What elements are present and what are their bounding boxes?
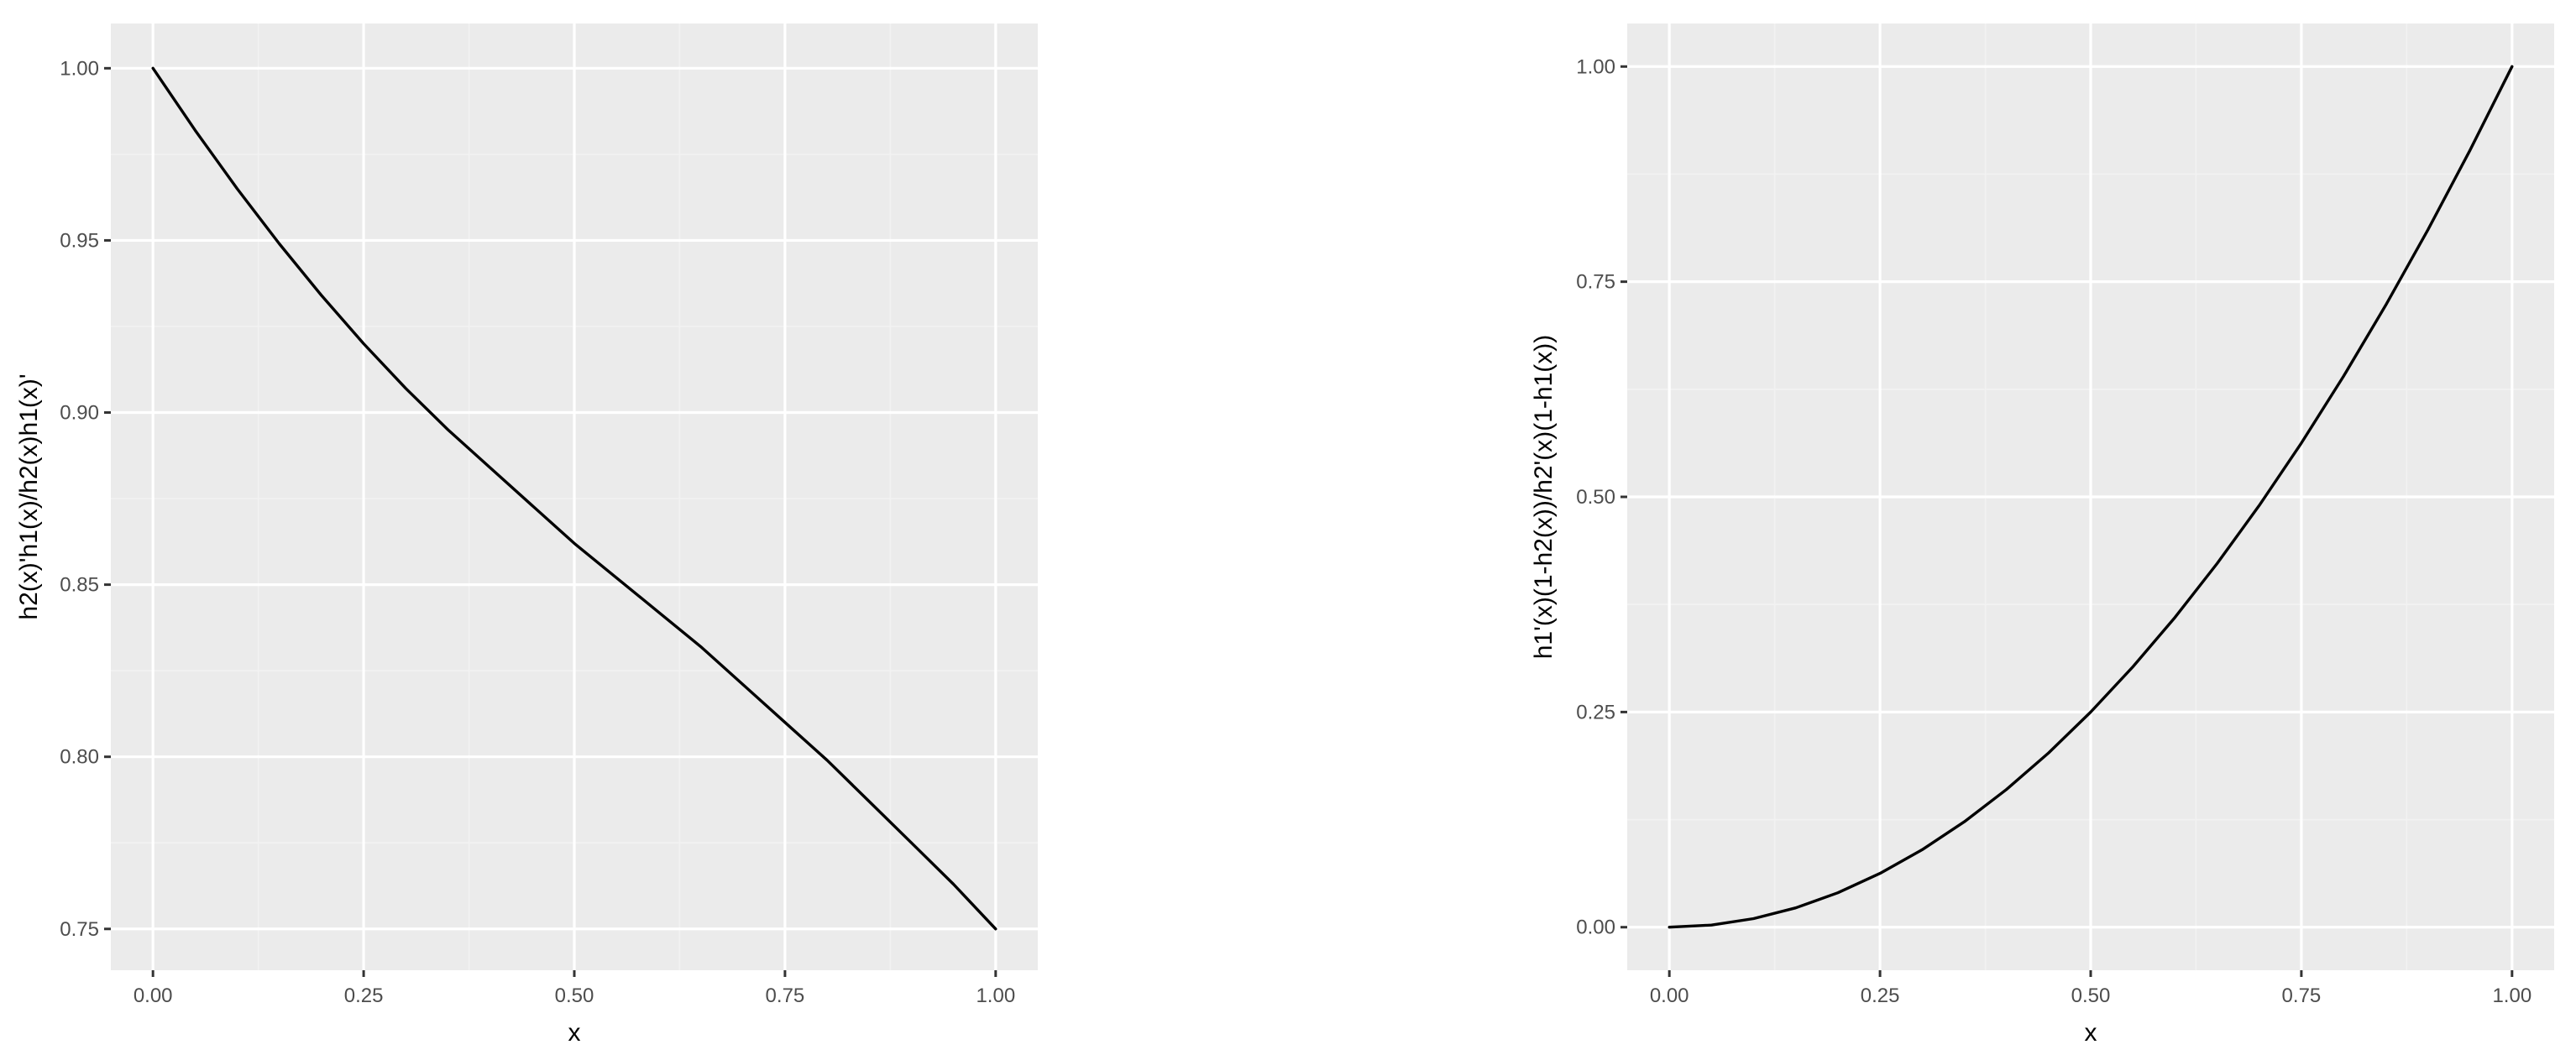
x-tick-label: 0.50 (2071, 984, 2111, 1007)
x-tick-label: 0.75 (2282, 984, 2322, 1007)
y-axis-title: h1'(x)(1-h2(x))/h2'(x)(1-h1(x)) (1530, 335, 1558, 660)
x-tick-label: 0.25 (1861, 984, 1900, 1007)
x-tick-label: 1.00 (2492, 984, 2531, 1007)
x-tick-label: 0.75 (766, 984, 805, 1007)
x-tick-label: 1.00 (976, 984, 1015, 1007)
chart-1: 0.00 0.25 0.50 0.75 1.00 0.75 0.80 0.85 0.90 0.95… (15, 24, 1038, 1047)
y-tick-label: 1.00 (1576, 55, 1615, 78)
y-tick-label: 1.00 (60, 57, 99, 80)
x-axis-title: x (2085, 1019, 2097, 1047)
y-tick-label: 0.75 (1576, 271, 1615, 294)
y-axis-title: h2(x)'h1(x)/h2(x)h1(x)' (15, 373, 43, 619)
y-tick-label: 0.95 (60, 229, 99, 252)
y-tick-label: 0.80 (60, 746, 99, 769)
x-tick-label: 0.50 (555, 984, 594, 1007)
y-tick-label: 0.00 (1576, 917, 1615, 939)
x-tick-label: 0.25 (344, 984, 384, 1007)
chart-2: 0.00 0.25 0.50 0.75 1.00 0.00 0.25 0.50 0.75 1.00… (1530, 24, 2554, 1047)
series-line-1 (151, 66, 997, 931)
y-tick-label: 0.50 (1576, 486, 1615, 509)
series-line-1 (1668, 65, 2514, 929)
y-tick-label: 0.25 (1576, 701, 1615, 723)
y-tick-label: 0.85 (60, 574, 99, 597)
y-tick-label: 0.75 (60, 918, 99, 941)
x-tick-label: 0.00 (1650, 984, 1689, 1007)
y-tick-label: 0.90 (60, 402, 99, 425)
x-tick-label: 0.00 (134, 984, 173, 1007)
x-axis-title: x (568, 1019, 581, 1047)
